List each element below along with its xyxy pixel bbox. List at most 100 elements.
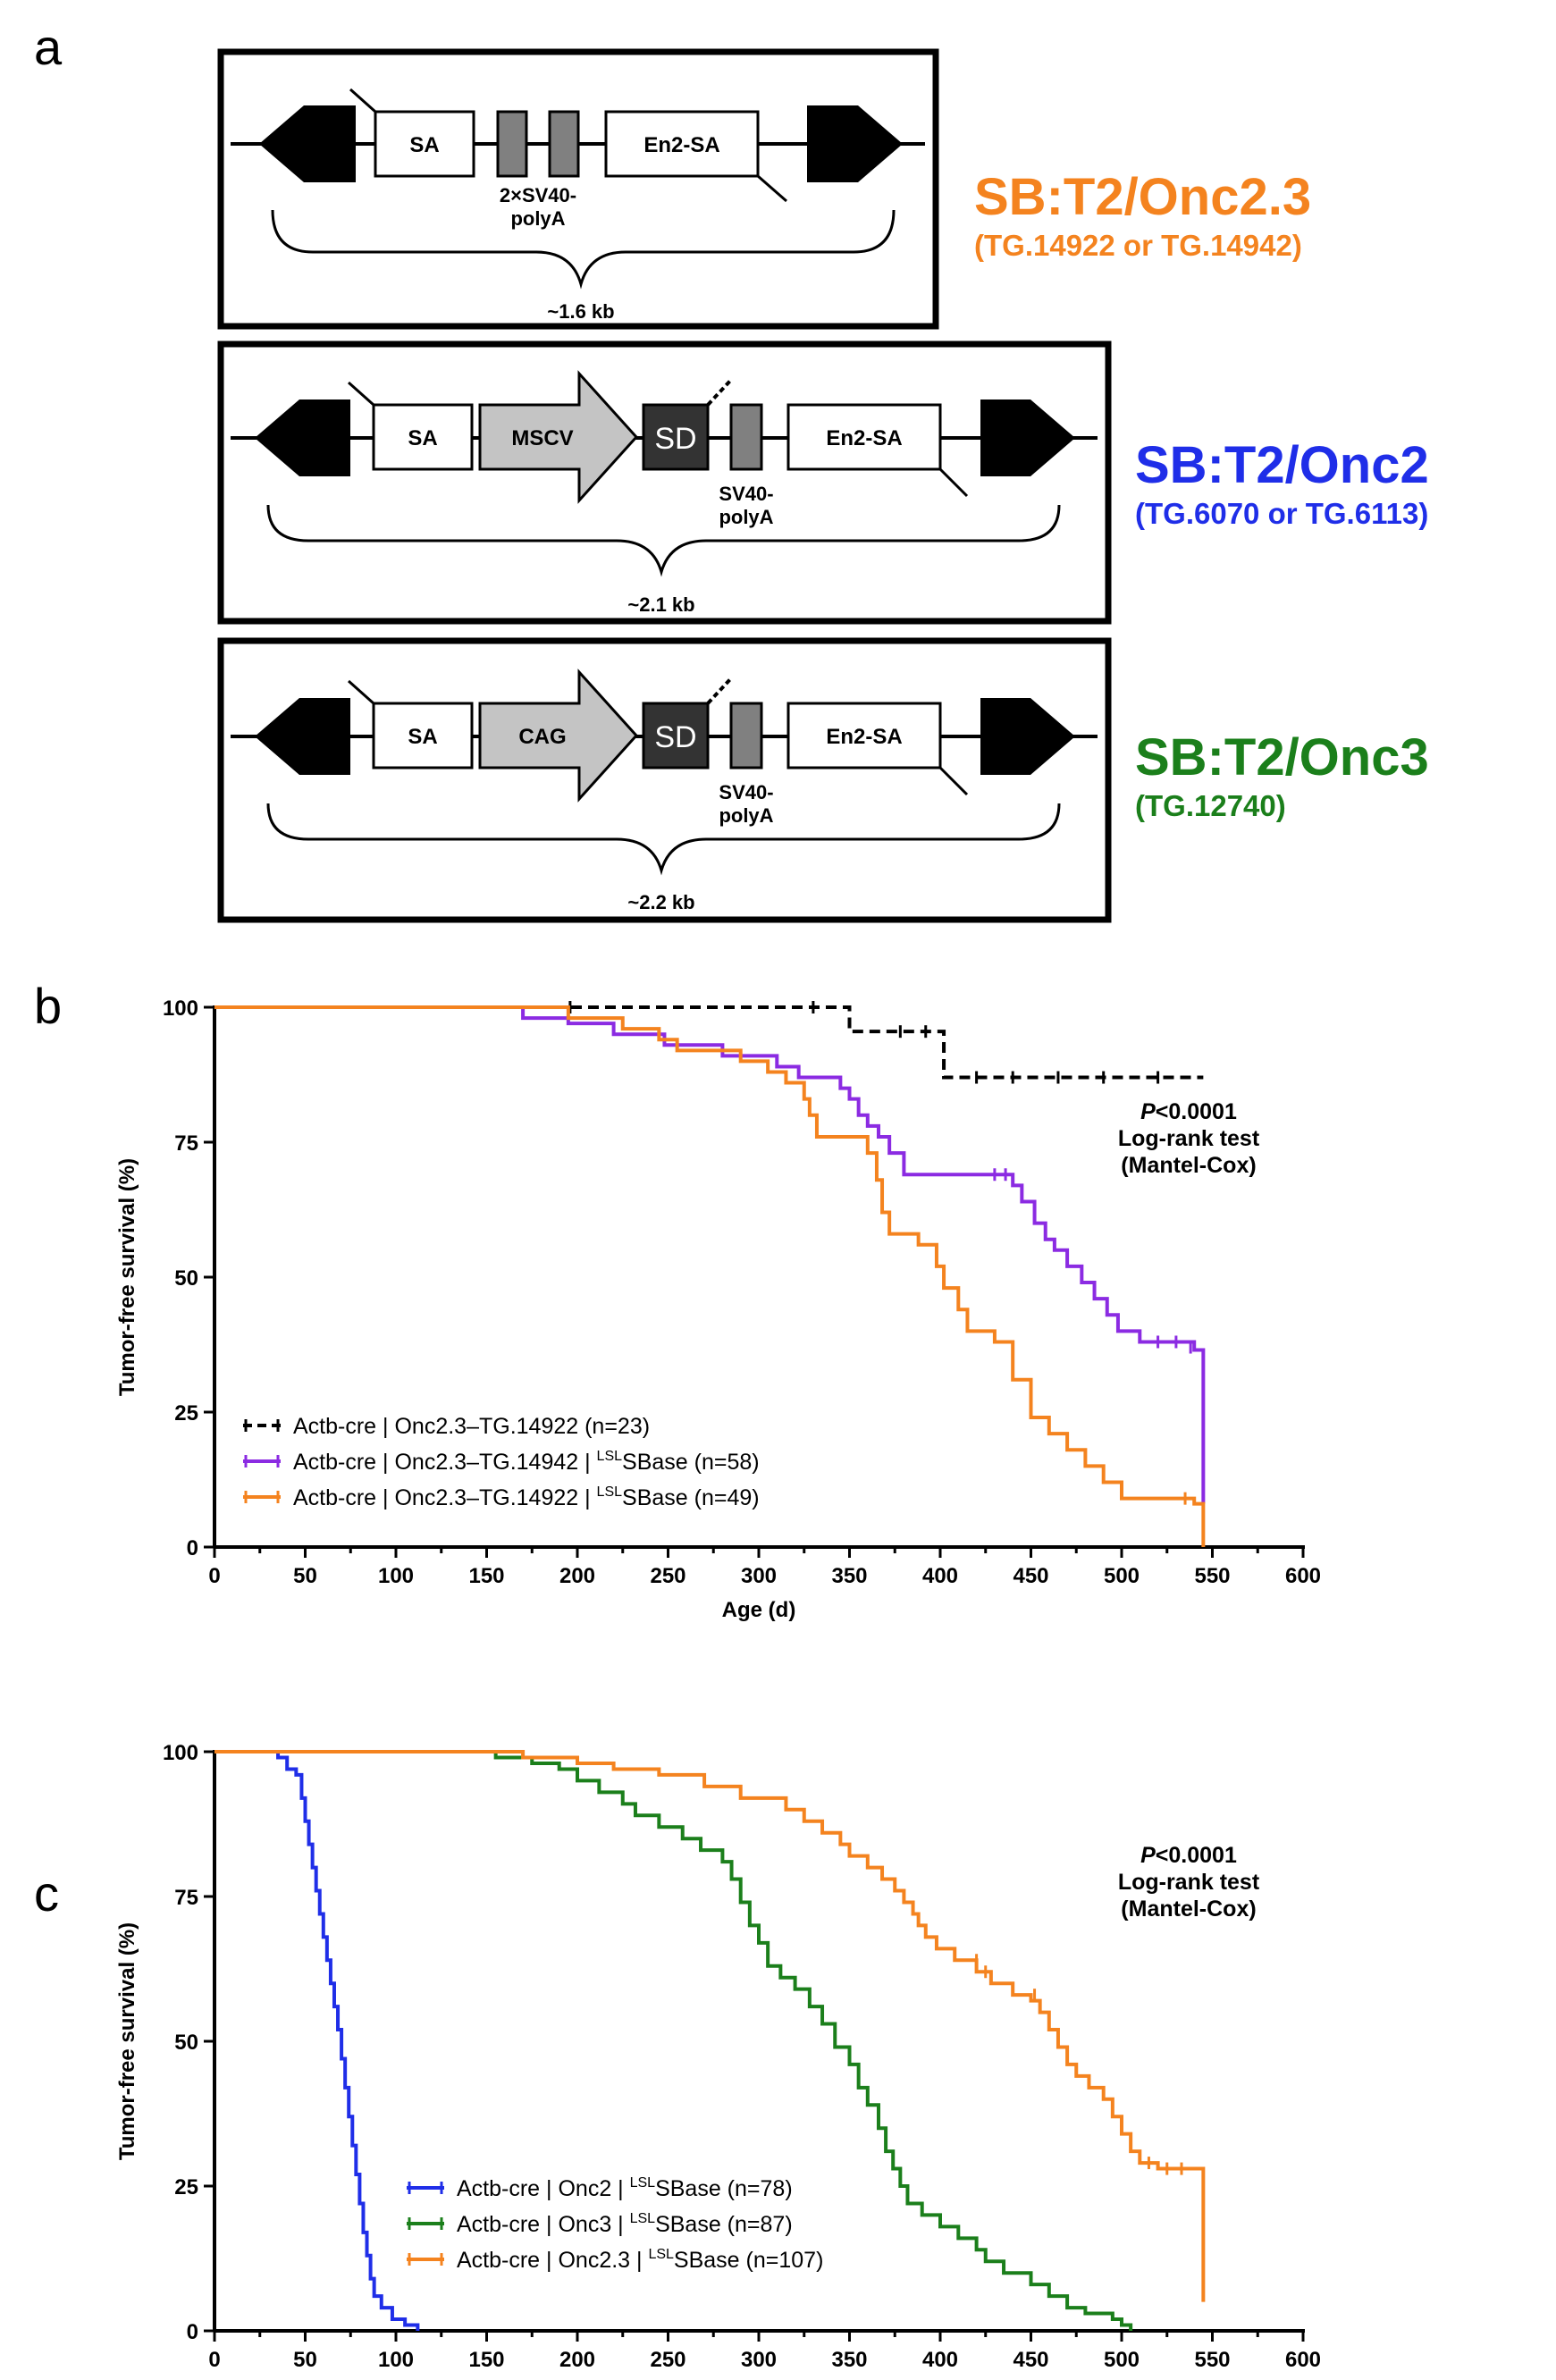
size-label: ~1.6 kb [547,300,614,323]
x-tick-label: 500 [1104,2348,1140,2372]
x-tick-label: 150 [468,2348,504,2372]
legend-label-3: Actb-cre | Onc2.3–TG.14922 | LSLSBase (n… [293,1484,760,1510]
en2-sa-box [786,403,942,471]
promoter-label: MSCV [511,426,573,450]
survival-curve-3 [214,1750,1206,2302]
x-tick-label: 550 [1194,1564,1230,1588]
x-tick-label: 250 [650,1564,685,1588]
sv40-label-line1: SV40- [719,781,773,803]
sa-label: SA [408,426,437,450]
y-tick-label: 0 [187,1536,198,1560]
construct-3-name: SB:T2/Onc3 [1135,728,1429,786]
construct-3-lines: (TG.12740) [1135,789,1286,822]
x-tick-label: 600 [1285,2348,1321,2372]
en2-sa-label: En2-SA [643,133,719,157]
x-tick-label: 500 [1104,1564,1140,1588]
panel-c-letter: c [34,1865,59,1922]
right-ir-arrow [807,105,903,182]
x-axis-title: Age (d) [722,1598,796,1622]
sa-label: SA [409,133,439,157]
sv40-box [729,702,763,770]
legend-label-2: Actb-cre | Onc3 | LSLSBase (n=87) [457,2211,793,2237]
panel-b-letter: b [34,978,62,1034]
sd-label: SD [654,422,696,456]
en2-sa-label: En2-SA [826,725,902,749]
size-brace [271,209,896,290]
y-tick-label: 100 [163,1741,198,1765]
x-tick-label: 300 [741,1564,777,1588]
sv40-label-line1: 2×SV40- [500,184,576,206]
y-tick-label: 25 [174,2175,198,2199]
x-tick-label: 200 [559,2348,595,2372]
y-tick-label: 0 [187,2320,198,2344]
stat-method-text: (Mantel-Cox) [1121,1153,1256,1178]
sa-label: SA [408,725,437,749]
sv40-box-1 [496,110,528,178]
y-tick-label: 50 [174,2031,198,2055]
survival-curve-1 [214,1005,1204,1080]
sa-box [374,110,475,178]
x-tick-label: 300 [741,2348,777,2372]
sa-splice-mark [348,679,374,705]
x-tick-label: 0 [208,1564,220,1588]
construct-box [217,48,939,330]
x-tick-label: 50 [293,2348,317,2372]
x-tick-label: 250 [650,2348,685,2372]
y-tick-label: 100 [163,997,198,1021]
en2-splice-mark [938,467,969,498]
right-ir-arrow [980,698,1075,775]
stat-test-text: Log-rank test [1118,1126,1260,1151]
x-tick-label: 100 [378,1564,414,1588]
promoter-label: CAG [518,725,566,749]
en2-sa-label: En2-SA [826,426,902,450]
legend-label-2: Actb-cre | Onc2.3–TG.14942 | LSLSBase (n… [293,1449,760,1475]
survival-curve-2 [214,1750,1133,2331]
legend-label-1: Actb-cre | Onc2 | LSLSBase (n=78) [457,2175,793,2201]
construct-onc3: SA CAG SD En2-SA SV40- polyA ~2.2 kb [217,637,1112,923]
promoter-arrow [478,669,639,803]
sa-box [372,702,474,770]
sv40-label-line1: SV40- [719,483,773,505]
sv40-label-line2: polyA [510,207,565,230]
construct-box [217,637,1112,923]
sa-splice-mark [348,381,374,407]
p-value-text: P<0.0001 [1140,1843,1237,1868]
construct-1-lines: (TG.14922 or TG.14942) [974,229,1302,262]
sv40-box [729,403,763,471]
left-ir-arrow [255,399,350,476]
construct-2-name: SB:T2/Onc2 [1135,436,1429,494]
survival-chart-c: 0 50 100 150 200 250 300 350 400 450 500 550 600 0 25 5… [115,1741,1321,2372]
stat-method-text: (Mantel-Cox) [1121,1896,1256,1922]
sa-splice-mark [349,88,376,114]
size-label: ~2.2 kb [627,891,694,913]
left-ir-arrow [255,698,350,775]
x-tick-label: 450 [1013,2348,1048,2372]
left-ir-arrow [259,105,356,182]
panel-a-letter: a [34,19,63,75]
en2-splice-mark [938,766,969,796]
sd-label: SD [654,720,696,754]
x-tick-label: 450 [1013,1564,1048,1588]
y-tick-label: 75 [174,1886,198,1910]
x-tick-label: 350 [831,1564,867,1588]
x-tick-label: 0 [208,2348,220,2372]
construct-2-lines: (TG.6070 or TG.6113) [1135,497,1428,530]
y-tick-label: 25 [174,1401,198,1425]
x-tick-label: 50 [293,1564,317,1588]
y-tick-label: 50 [174,1266,198,1291]
x-tick-label: 600 [1285,1564,1321,1588]
size-brace [266,803,1061,876]
survival-curve-3 [214,1005,1206,1547]
sd-box [642,403,710,471]
size-brace [266,504,1061,577]
sd-splice-mark [706,677,733,705]
x-tick-label: 100 [378,2348,414,2372]
construct-onc2: SA MSCV SD En2-SA SV40- polyA ~2.1 kb [217,341,1112,625]
survival-curve-2 [214,1005,1206,1504]
y-axis-title: Tumor-free survival (%) [115,1158,139,1396]
x-tick-label: 350 [831,2348,867,2372]
sd-splice-mark [706,378,733,407]
en2-splice-mark [757,174,787,203]
en2-sa-box [604,110,760,178]
